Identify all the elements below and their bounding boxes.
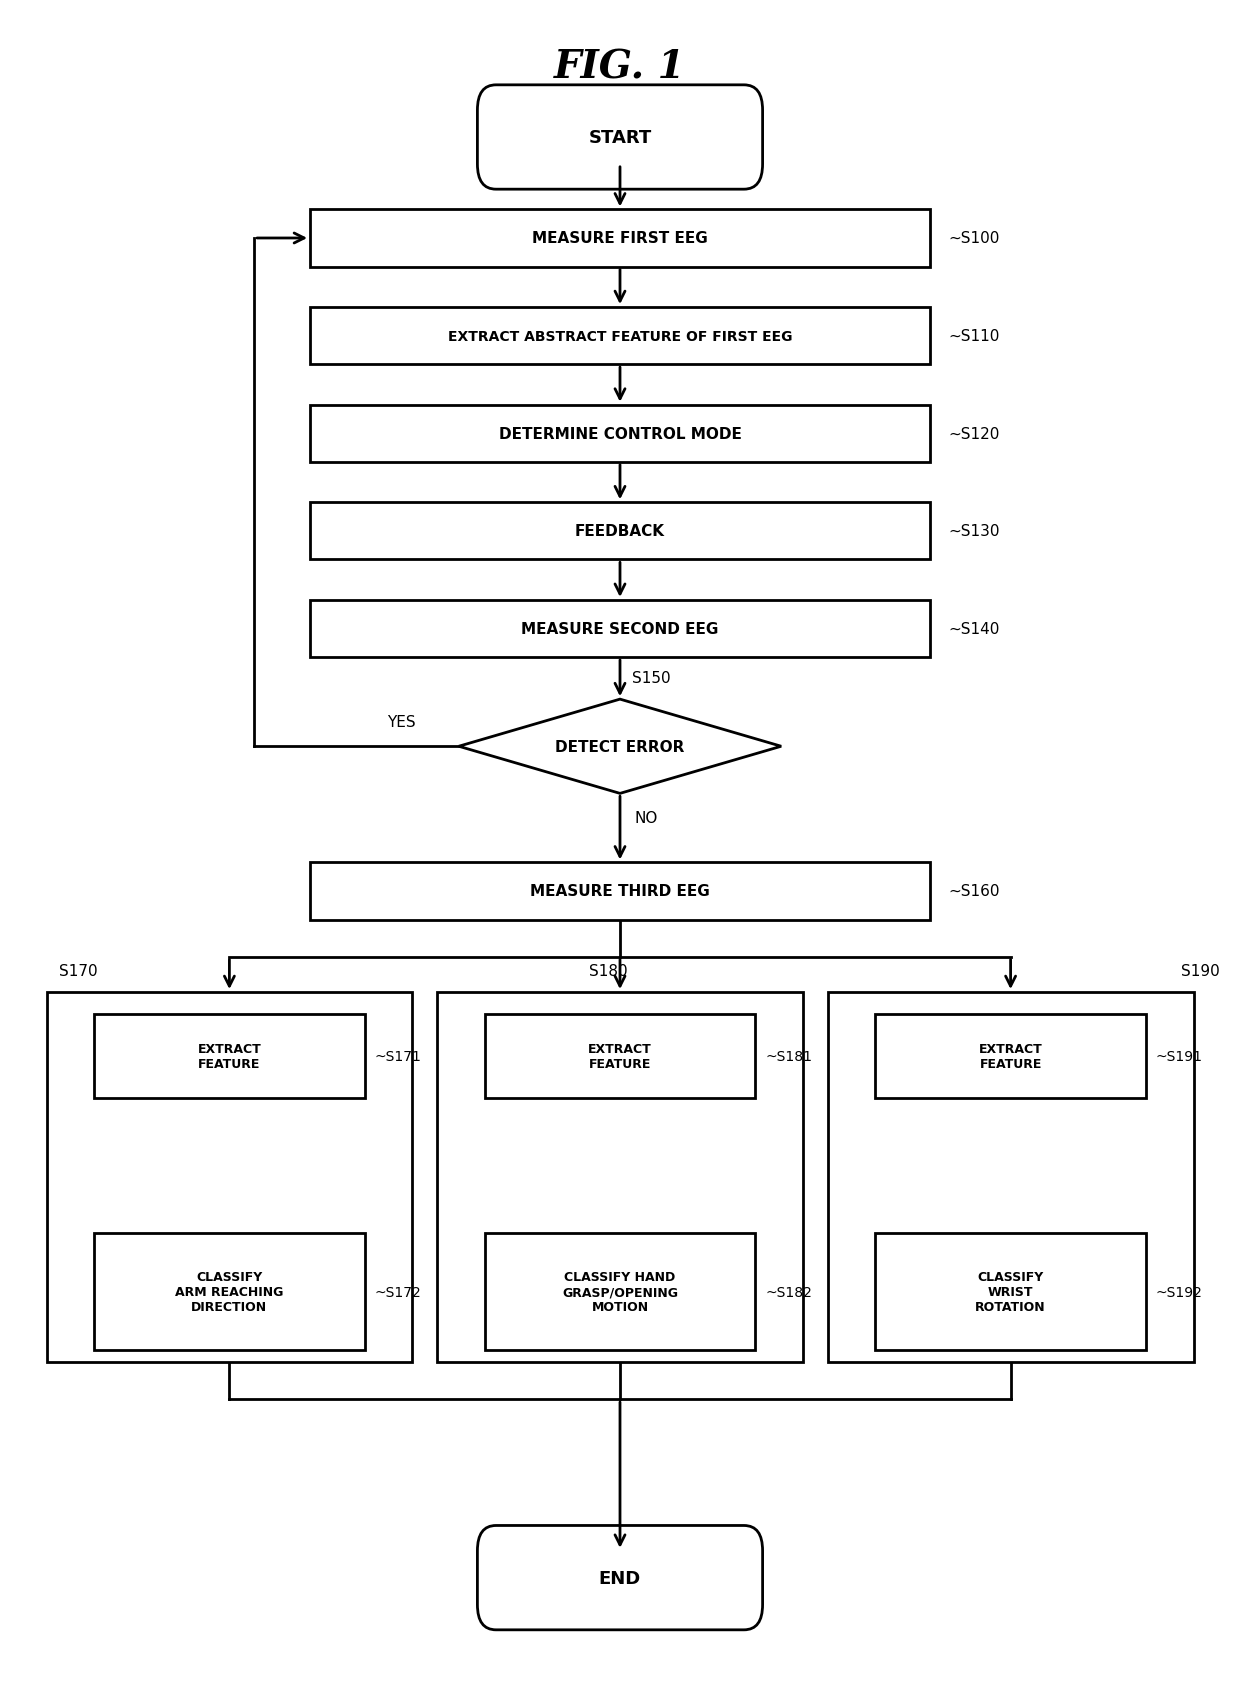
FancyBboxPatch shape (310, 308, 930, 365)
FancyBboxPatch shape (94, 1233, 365, 1351)
FancyBboxPatch shape (477, 86, 763, 190)
FancyBboxPatch shape (310, 405, 930, 463)
Text: S170: S170 (60, 964, 98, 977)
Text: ~S171: ~S171 (374, 1050, 422, 1063)
Text: DETECT ERROR: DETECT ERROR (556, 740, 684, 754)
Text: S190: S190 (1180, 964, 1220, 977)
Text: CLASSIFY
WRIST
ROTATION: CLASSIFY WRIST ROTATION (976, 1270, 1045, 1314)
Text: MEASURE FIRST EEG: MEASURE FIRST EEG (532, 232, 708, 246)
Text: ~S192: ~S192 (1156, 1285, 1203, 1299)
Text: EXTRACT
FEATURE: EXTRACT FEATURE (588, 1043, 652, 1070)
FancyBboxPatch shape (875, 1014, 1146, 1098)
Text: ~S100: ~S100 (949, 232, 999, 246)
Text: NO: NO (635, 811, 658, 826)
Text: ~S140: ~S140 (949, 622, 999, 636)
Text: START: START (588, 130, 652, 146)
Text: ~S172: ~S172 (374, 1285, 422, 1299)
Text: DETERMINE CONTROL MODE: DETERMINE CONTROL MODE (498, 427, 742, 441)
Text: S180: S180 (589, 964, 627, 977)
Text: FIG. 1: FIG. 1 (554, 49, 686, 86)
Text: WRIST ROTATION
CONTROL MODE: WRIST ROTATION CONTROL MODE (944, 1045, 1078, 1075)
Text: MEASURE SECOND EEG: MEASURE SECOND EEG (521, 622, 719, 636)
FancyBboxPatch shape (310, 600, 930, 658)
Text: HAND GRIP/OPENING
CONTROL MODE: HAND GRIP/OPENING CONTROL MODE (538, 1045, 702, 1075)
FancyBboxPatch shape (310, 503, 930, 560)
FancyBboxPatch shape (477, 1526, 763, 1630)
Text: ~S160: ~S160 (949, 885, 1001, 898)
Polygon shape (459, 700, 781, 794)
FancyBboxPatch shape (310, 863, 930, 920)
Text: FEEDBACK: FEEDBACK (575, 525, 665, 538)
FancyBboxPatch shape (94, 1014, 365, 1098)
Text: ~S130: ~S130 (949, 525, 1001, 538)
Text: EXTRACT
FEATURE: EXTRACT FEATURE (197, 1043, 262, 1070)
FancyBboxPatch shape (485, 1233, 755, 1351)
Text: MEASURE THIRD EEG: MEASURE THIRD EEG (531, 885, 709, 898)
FancyBboxPatch shape (47, 992, 412, 1362)
Text: EXTRACT ABSTRACT FEATURE OF FIRST EEG: EXTRACT ABSTRACT FEATURE OF FIRST EEG (448, 330, 792, 343)
FancyBboxPatch shape (310, 210, 930, 267)
Text: END: END (599, 1569, 641, 1586)
Text: S150: S150 (632, 671, 671, 685)
Text: EXTRACT
FEATURE: EXTRACT FEATURE (978, 1043, 1043, 1070)
FancyBboxPatch shape (438, 992, 804, 1362)
Text: ~S191: ~S191 (1156, 1050, 1203, 1063)
FancyBboxPatch shape (828, 992, 1193, 1362)
FancyBboxPatch shape (875, 1233, 1146, 1351)
Text: ~S110: ~S110 (949, 330, 999, 343)
Text: ~S182: ~S182 (765, 1285, 812, 1299)
Text: ARM STRETCHING
CONTROL MODE: ARM STRETCHING CONTROL MODE (160, 1045, 299, 1075)
Text: CLASSIFY
ARM REACHING
DIRECTION: CLASSIFY ARM REACHING DIRECTION (175, 1270, 284, 1314)
Text: CLASSIFY HAND
GRASP/OPENING
MOTION: CLASSIFY HAND GRASP/OPENING MOTION (562, 1270, 678, 1314)
FancyBboxPatch shape (485, 1014, 755, 1098)
Text: ~S181: ~S181 (765, 1050, 812, 1063)
Text: ~S120: ~S120 (949, 427, 999, 441)
Text: YES: YES (387, 715, 415, 728)
